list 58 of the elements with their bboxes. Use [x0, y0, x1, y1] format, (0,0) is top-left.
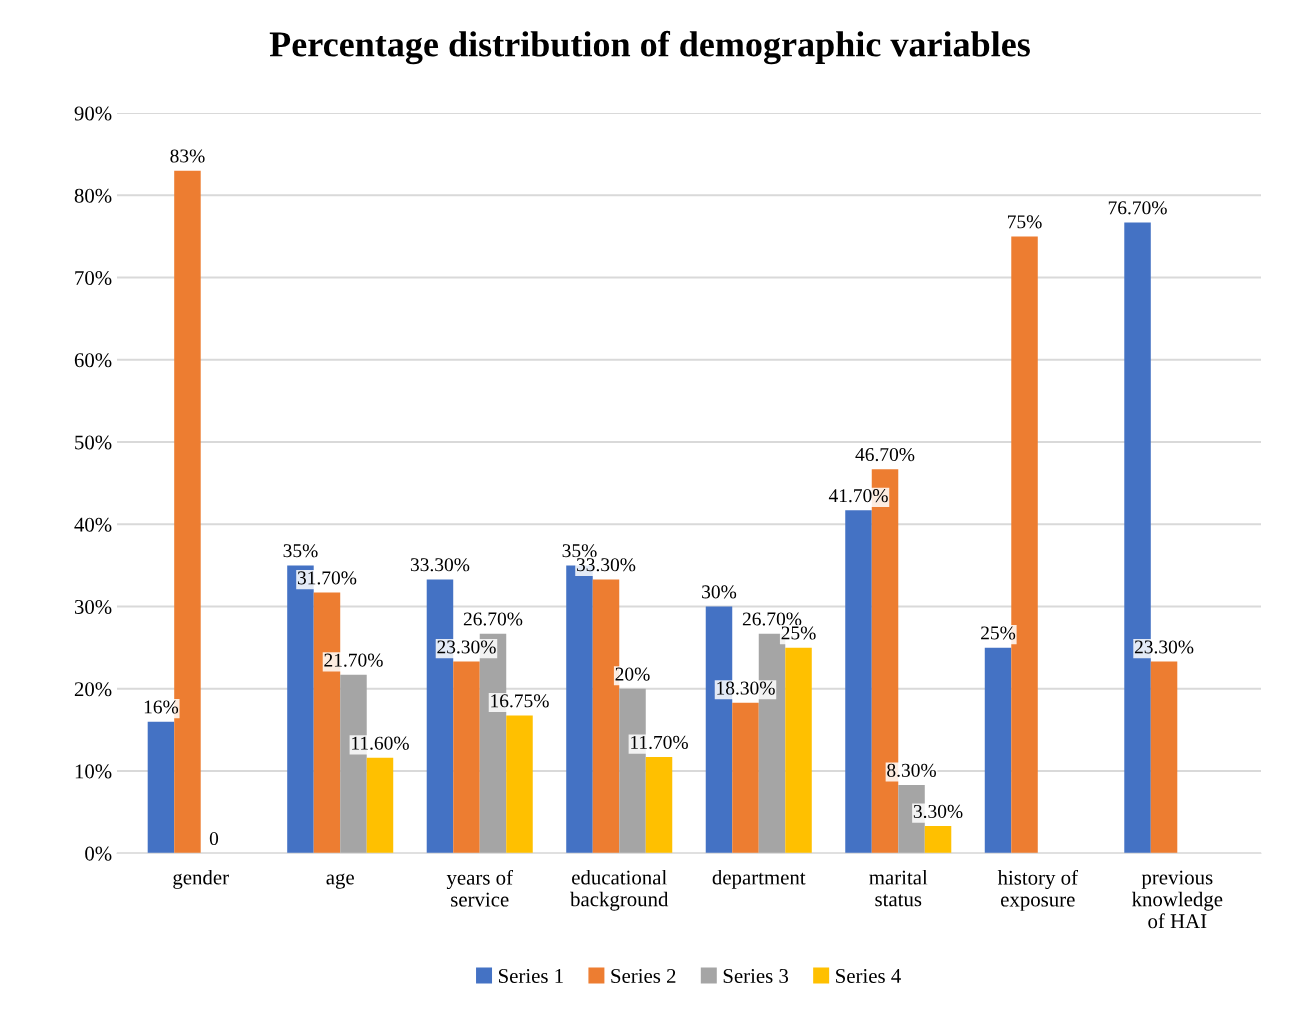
legend-label: Series 3	[723, 969, 789, 983]
data-label: 20%	[615, 667, 650, 681]
data-label: 23.30%	[437, 640, 496, 654]
data-label: 16.75%	[491, 694, 549, 708]
data-label: 33.30%	[410, 558, 470, 572]
bar	[845, 510, 872, 854]
data-label: 18.30%	[717, 681, 775, 695]
x-tick-label: history of exposure	[997, 869, 1078, 911]
data-label: 3.30%	[913, 804, 963, 819]
data-label: 25%	[781, 626, 816, 640]
data-label: 30%	[702, 585, 737, 599]
y-tick-label: 90%	[74, 106, 112, 121]
data-label: 41.70%	[828, 489, 888, 503]
data-label: 35%	[283, 544, 318, 558]
y-tick-label: 60%	[74, 353, 112, 368]
legend-label: Series 1	[498, 969, 563, 983]
data-label: 26.70%	[463, 612, 523, 626]
x-tick-label: years of service	[446, 869, 513, 907]
data-label: 26.70%	[742, 612, 802, 626]
data-label: 76.70%	[1108, 201, 1167, 215]
bar	[506, 715, 533, 854]
data-label: 75%	[1007, 215, 1042, 229]
data-label: 0	[209, 832, 219, 846]
data-label: 83%	[170, 149, 205, 163]
data-label: 46.70%	[855, 447, 915, 462]
x-tick-label: gender	[173, 869, 229, 889]
x-tick-label: previous knowledge of HAI	[1131, 870, 1223, 929]
bar	[147, 721, 175, 854]
x-tick-label: department	[712, 869, 806, 889]
y-tick-label: 30%	[74, 599, 112, 615]
bar	[984, 647, 1012, 854]
x-tick-label: age	[326, 873, 354, 889]
data-label: 11.70%	[631, 735, 688, 749]
x-tick-label: educational background	[570, 869, 669, 911]
bar	[645, 757, 673, 854]
y-tick-label: 10%	[75, 764, 112, 779]
legend-label: Series 4	[836, 969, 901, 983]
y-tick-label: 80%	[74, 188, 112, 203]
data-label: 31.70%	[297, 571, 357, 585]
bar	[1150, 661, 1178, 854]
y-tick-label: 40%	[74, 517, 112, 532]
chart-title: Percentage distribution of demographic variables	[269, 30, 1030, 65]
data-label: 8.30%	[887, 763, 936, 777]
y-tick-label: 70%	[75, 270, 112, 286]
data-label: 33.30%	[576, 558, 636, 572]
data-label: 21.70%	[324, 653, 383, 667]
y-tick-label: 50%	[75, 435, 112, 450]
bar	[366, 757, 394, 854]
data-label: 23.30%	[1134, 640, 1194, 654]
y-tick-label: 0%	[85, 846, 112, 861]
y-tick-label: 20%	[74, 682, 112, 697]
data-label: 35%	[562, 544, 597, 558]
data-label: 11.60%	[352, 736, 409, 750]
bar	[924, 826, 952, 854]
data-label: 16%	[144, 700, 179, 714]
data-label: 25%	[981, 626, 1016, 640]
legend-label: Series 2	[611, 969, 676, 983]
x-tick-label: marital status	[869, 869, 928, 907]
